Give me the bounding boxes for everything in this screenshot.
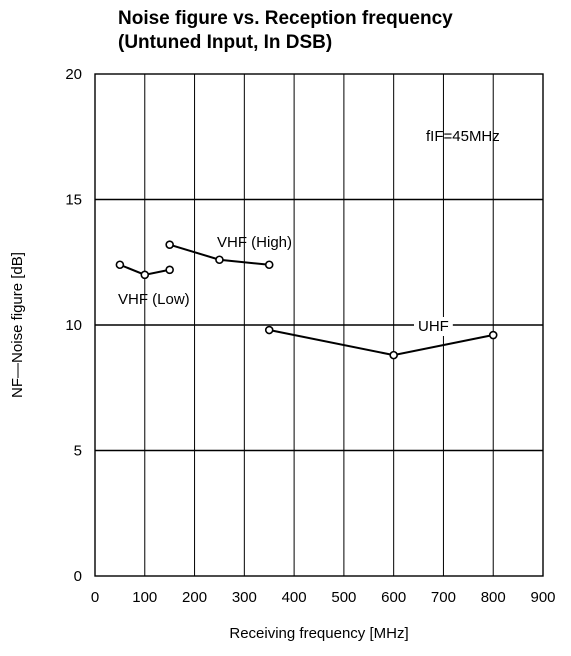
tick-labels: 0 100 200 300 400 500 600 700 800 900 0 5 10 15 20 (65, 66, 555, 606)
series-label-background (414, 317, 453, 336)
series-group (115, 240, 498, 360)
data-point (215, 255, 224, 265)
x-tick-label: 300 (232, 589, 257, 606)
y-tick-label: 20 (65, 66, 82, 83)
if-frequency-annotation: fIF=45MHz (426, 128, 500, 145)
x-tick-label: 500 (331, 589, 356, 606)
y-tick-label: 0 (74, 568, 82, 585)
series-label-vhf-high: VHF (High) (217, 234, 292, 251)
data-point (389, 350, 398, 360)
y-axis-label: NF—Noise figure [dB] (9, 252, 26, 398)
data-point (264, 325, 274, 335)
x-tick-label: 700 (431, 589, 456, 606)
x-tick-label: 600 (381, 589, 406, 606)
x-tick-label: 800 (481, 589, 506, 606)
x-tick-label: 900 (530, 589, 555, 606)
series-line-2 (269, 329, 494, 357)
data-point (140, 270, 150, 280)
data-point (165, 265, 174, 275)
x-tick-label: 100 (132, 589, 157, 606)
series-label-uhf: UHF (418, 318, 449, 335)
y-tick-label: 5 (74, 443, 82, 460)
grid (95, 74, 543, 576)
data-point (115, 260, 125, 270)
chart-subtitle: (Untuned Input, In DSB) (118, 32, 333, 53)
chart-title: Noise figure vs. Reception frequency (118, 8, 453, 29)
x-axis-label: Receiving frequency [MHz] (229, 625, 408, 642)
data-point (488, 330, 498, 340)
series-label-vhf-low: VHF (Low) (118, 291, 190, 308)
y-tick-label: 10 (65, 317, 82, 334)
x-tick-label: 400 (282, 589, 307, 606)
x-tick-label: 200 (182, 589, 207, 606)
x-tick-label: 0 (91, 589, 99, 606)
y-tick-label: 15 (65, 192, 82, 209)
plot-frame (94, 73, 544, 577)
data-point (264, 260, 274, 270)
data-point (165, 240, 174, 249)
